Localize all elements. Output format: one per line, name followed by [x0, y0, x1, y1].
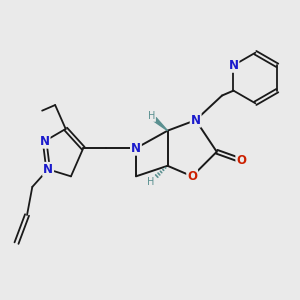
Text: O: O [187, 170, 197, 183]
Text: N: N [43, 163, 53, 176]
Text: O: O [236, 154, 246, 167]
Text: N: N [40, 135, 50, 148]
Text: N: N [191, 114, 201, 127]
Text: N: N [229, 59, 238, 72]
Text: H: H [148, 111, 155, 121]
Text: H: H [147, 177, 155, 187]
Polygon shape [153, 118, 168, 131]
Text: N: N [131, 142, 141, 155]
